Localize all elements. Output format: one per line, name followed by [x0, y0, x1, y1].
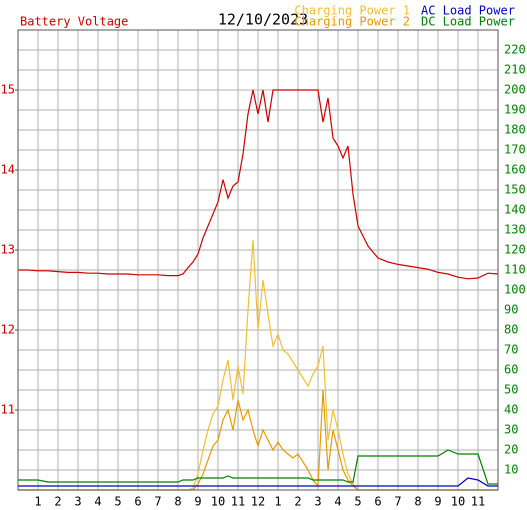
legend-label: DC Load Power — [421, 15, 515, 29]
y2-tick-label: 220 — [504, 43, 526, 57]
y2-tick-label: 210 — [504, 63, 526, 77]
y-tick-label: 11 — [1, 403, 15, 417]
y2-tick-label: 170 — [504, 143, 526, 157]
y2-tick-label: 40 — [504, 403, 518, 417]
x-tick-label: 4 — [334, 495, 341, 509]
x-tick-label: 6 — [134, 495, 141, 509]
chart-title: 12/10/2023 — [218, 11, 308, 29]
legend-label: Charging Power 2 — [294, 15, 410, 29]
y2-tick-label: 190 — [504, 103, 526, 117]
legend-label: Battery Voltage — [20, 15, 128, 29]
y-tick-label: 13 — [1, 243, 15, 257]
y2-tick-label: 100 — [504, 283, 526, 297]
x-tick-label: 12 — [251, 495, 265, 509]
plot-frame — [17, 29, 499, 491]
x-tick-label: 1 — [34, 495, 41, 509]
series-line — [18, 89, 499, 280]
y2-tick-label: 90 — [504, 303, 518, 317]
x-tick-label: 5 — [354, 495, 361, 509]
y2-tick-label: 180 — [504, 123, 526, 137]
x-tick-label: 10 — [451, 495, 465, 509]
legend-label: Charging Power 1 — [294, 4, 410, 18]
x-tick-label: 7 — [394, 495, 401, 509]
y-tick-label: 14 — [1, 163, 15, 177]
y2-tick-label: 140 — [504, 203, 526, 217]
y2-tick-label: 80 — [504, 323, 518, 337]
y2-tick-label: 10 — [504, 463, 518, 477]
x-tick-label: 8 — [174, 495, 181, 509]
y2-tick-label: 20 — [504, 443, 518, 457]
y2-tick-label: 130 — [504, 223, 526, 237]
x-tick-label: 4 — [94, 495, 101, 509]
x-tick-label: 9 — [434, 495, 441, 509]
x-tick-label: 11 — [231, 495, 245, 509]
x-tick-label: 3 — [314, 495, 321, 509]
x-tick-label: 10 — [211, 495, 225, 509]
y2-tick-label: 70 — [504, 343, 518, 357]
series-line — [18, 449, 498, 485]
y2-tick-label: 30 — [504, 423, 518, 437]
x-tick-label: 6 — [374, 495, 381, 509]
y2-tick-label: 120 — [504, 243, 526, 257]
y2-tick-label: 200 — [504, 83, 526, 97]
y-tick-label: 15 — [1, 83, 15, 97]
x-tick-label: 8 — [414, 495, 421, 509]
y2-tick-label: 50 — [504, 383, 518, 397]
x-tick-label: 11 — [471, 495, 485, 509]
series-line — [18, 477, 498, 487]
x-tick-label: 3 — [74, 495, 81, 509]
y2-tick-label: 60 — [504, 363, 518, 377]
x-tick-label: 9 — [194, 495, 201, 509]
y-tick-label: 12 — [1, 323, 15, 337]
x-tick-label: 1 — [274, 495, 281, 509]
legend-label: AC Load Power — [421, 4, 515, 18]
grid — [18, 30, 498, 490]
y2-tick-label: 160 — [504, 163, 526, 177]
x-tick-label: 2 — [54, 495, 61, 509]
x-tick-label: 7 — [154, 495, 161, 509]
x-tick-label: 2 — [294, 495, 301, 509]
x-tick-label: 5 — [114, 495, 121, 509]
y2-tick-label: 150 — [504, 183, 526, 197]
y2-tick-label: 110 — [504, 263, 526, 277]
